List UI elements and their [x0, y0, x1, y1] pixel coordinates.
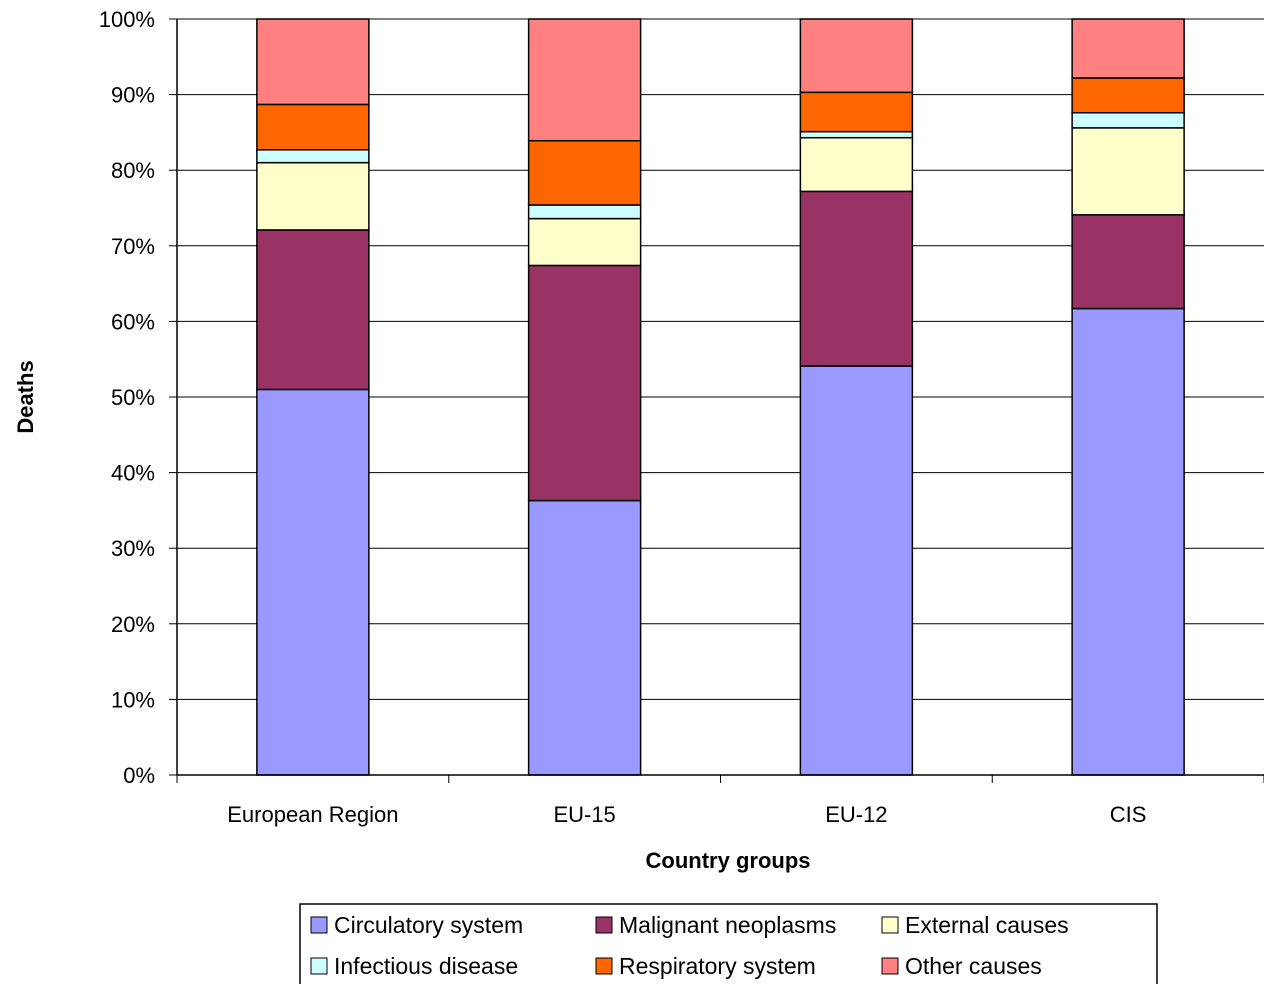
bars [256, 18, 1185, 776]
bar-cis-external-causes [1071, 127, 1185, 216]
x-axis-title: Country groups [646, 848, 811, 873]
x-tick-label: European Region [227, 802, 398, 827]
bar-cis-malignant-neoplasms [1071, 214, 1185, 310]
y-tick-label: 10% [111, 687, 155, 712]
y-tick-label: 40% [111, 461, 155, 486]
bar-cis-other-causes [1071, 18, 1185, 79]
bar-european-region-other-causes [256, 18, 370, 106]
bar-eu-15-infectious-disease [527, 204, 642, 220]
bar-eu-12-respiratory-system [799, 91, 914, 133]
bar-eu-15-other-causes [527, 18, 642, 142]
legend-swatch-other-causes [881, 957, 899, 975]
x-tick-label: EU-15 [553, 802, 615, 827]
y-tick-label: 70% [111, 234, 155, 259]
bar-eu-12-circulatory-system [799, 365, 914, 776]
legend-swatch-infectious-disease [310, 957, 328, 975]
legend: Circulatory system Malignant neoplasms Ext… [299, 903, 1158, 984]
legend-label-infectious-disease: Infectious disease [334, 953, 518, 979]
legend-swatch-malignant-neoplasms [595, 916, 613, 934]
bar-european-region-infectious-disease [256, 149, 370, 164]
bar-eu-12-other-causes [799, 18, 914, 94]
y-tick-label: 20% [111, 612, 155, 637]
bar-eu-15-respiratory-system [527, 139, 642, 206]
legend-swatch-external-causes [881, 916, 899, 934]
x-tick-label: EU-12 [825, 802, 887, 827]
axes: 0% 10% 20% 30% 40% 50% 60% 70% 80% 90% 100% Europea… [99, 7, 1264, 827]
legend-label-circulatory-system: Circulatory system [334, 912, 523, 938]
bar-cis-infectious-disease [1071, 111, 1185, 129]
y-tick-label: 100% [99, 7, 155, 32]
bar-eu-12-external-causes [799, 136, 914, 193]
x-tick-label: CIS [1110, 802, 1147, 827]
bar-eu-12-infectious-disease [799, 130, 914, 139]
legend-label-external-causes: External causes [905, 912, 1069, 938]
bar-cis-respiratory-system [1071, 77, 1185, 114]
y-axis-title: Deaths [13, 360, 38, 433]
bar-eu-15-external-causes [527, 217, 642, 267]
legend-swatch-circulatory-system [310, 916, 328, 934]
bar-cis-circulatory-system [1071, 307, 1185, 776]
bar-european-region-respiratory-system [256, 103, 370, 151]
y-tick-label: 50% [111, 385, 155, 410]
y-tick-label: 60% [111, 309, 155, 334]
legend-label-respiratory-system: Respiratory system [619, 953, 816, 979]
bar-european-region-malignant-neoplasms [256, 229, 370, 391]
legend-swatch-respiratory-system [595, 957, 613, 975]
legend-box [299, 903, 1158, 984]
bar-eu-15-circulatory-system [527, 499, 642, 776]
y-tick-label: 80% [111, 158, 155, 183]
y-tick-label: 30% [111, 536, 155, 561]
bar-eu-12-malignant-neoplasms [799, 190, 914, 367]
legend-label-malignant-neoplasms: Malignant neoplasms [619, 912, 836, 938]
legend-label-other-causes: Other causes [905, 953, 1042, 979]
bar-eu-15-malignant-neoplasms [527, 264, 642, 502]
bar-european-region-circulatory-system [256, 388, 370, 776]
y-tick-label: 0% [123, 763, 155, 788]
y-tick-label: 90% [111, 83, 155, 108]
bar-european-region-external-causes [256, 161, 370, 231]
